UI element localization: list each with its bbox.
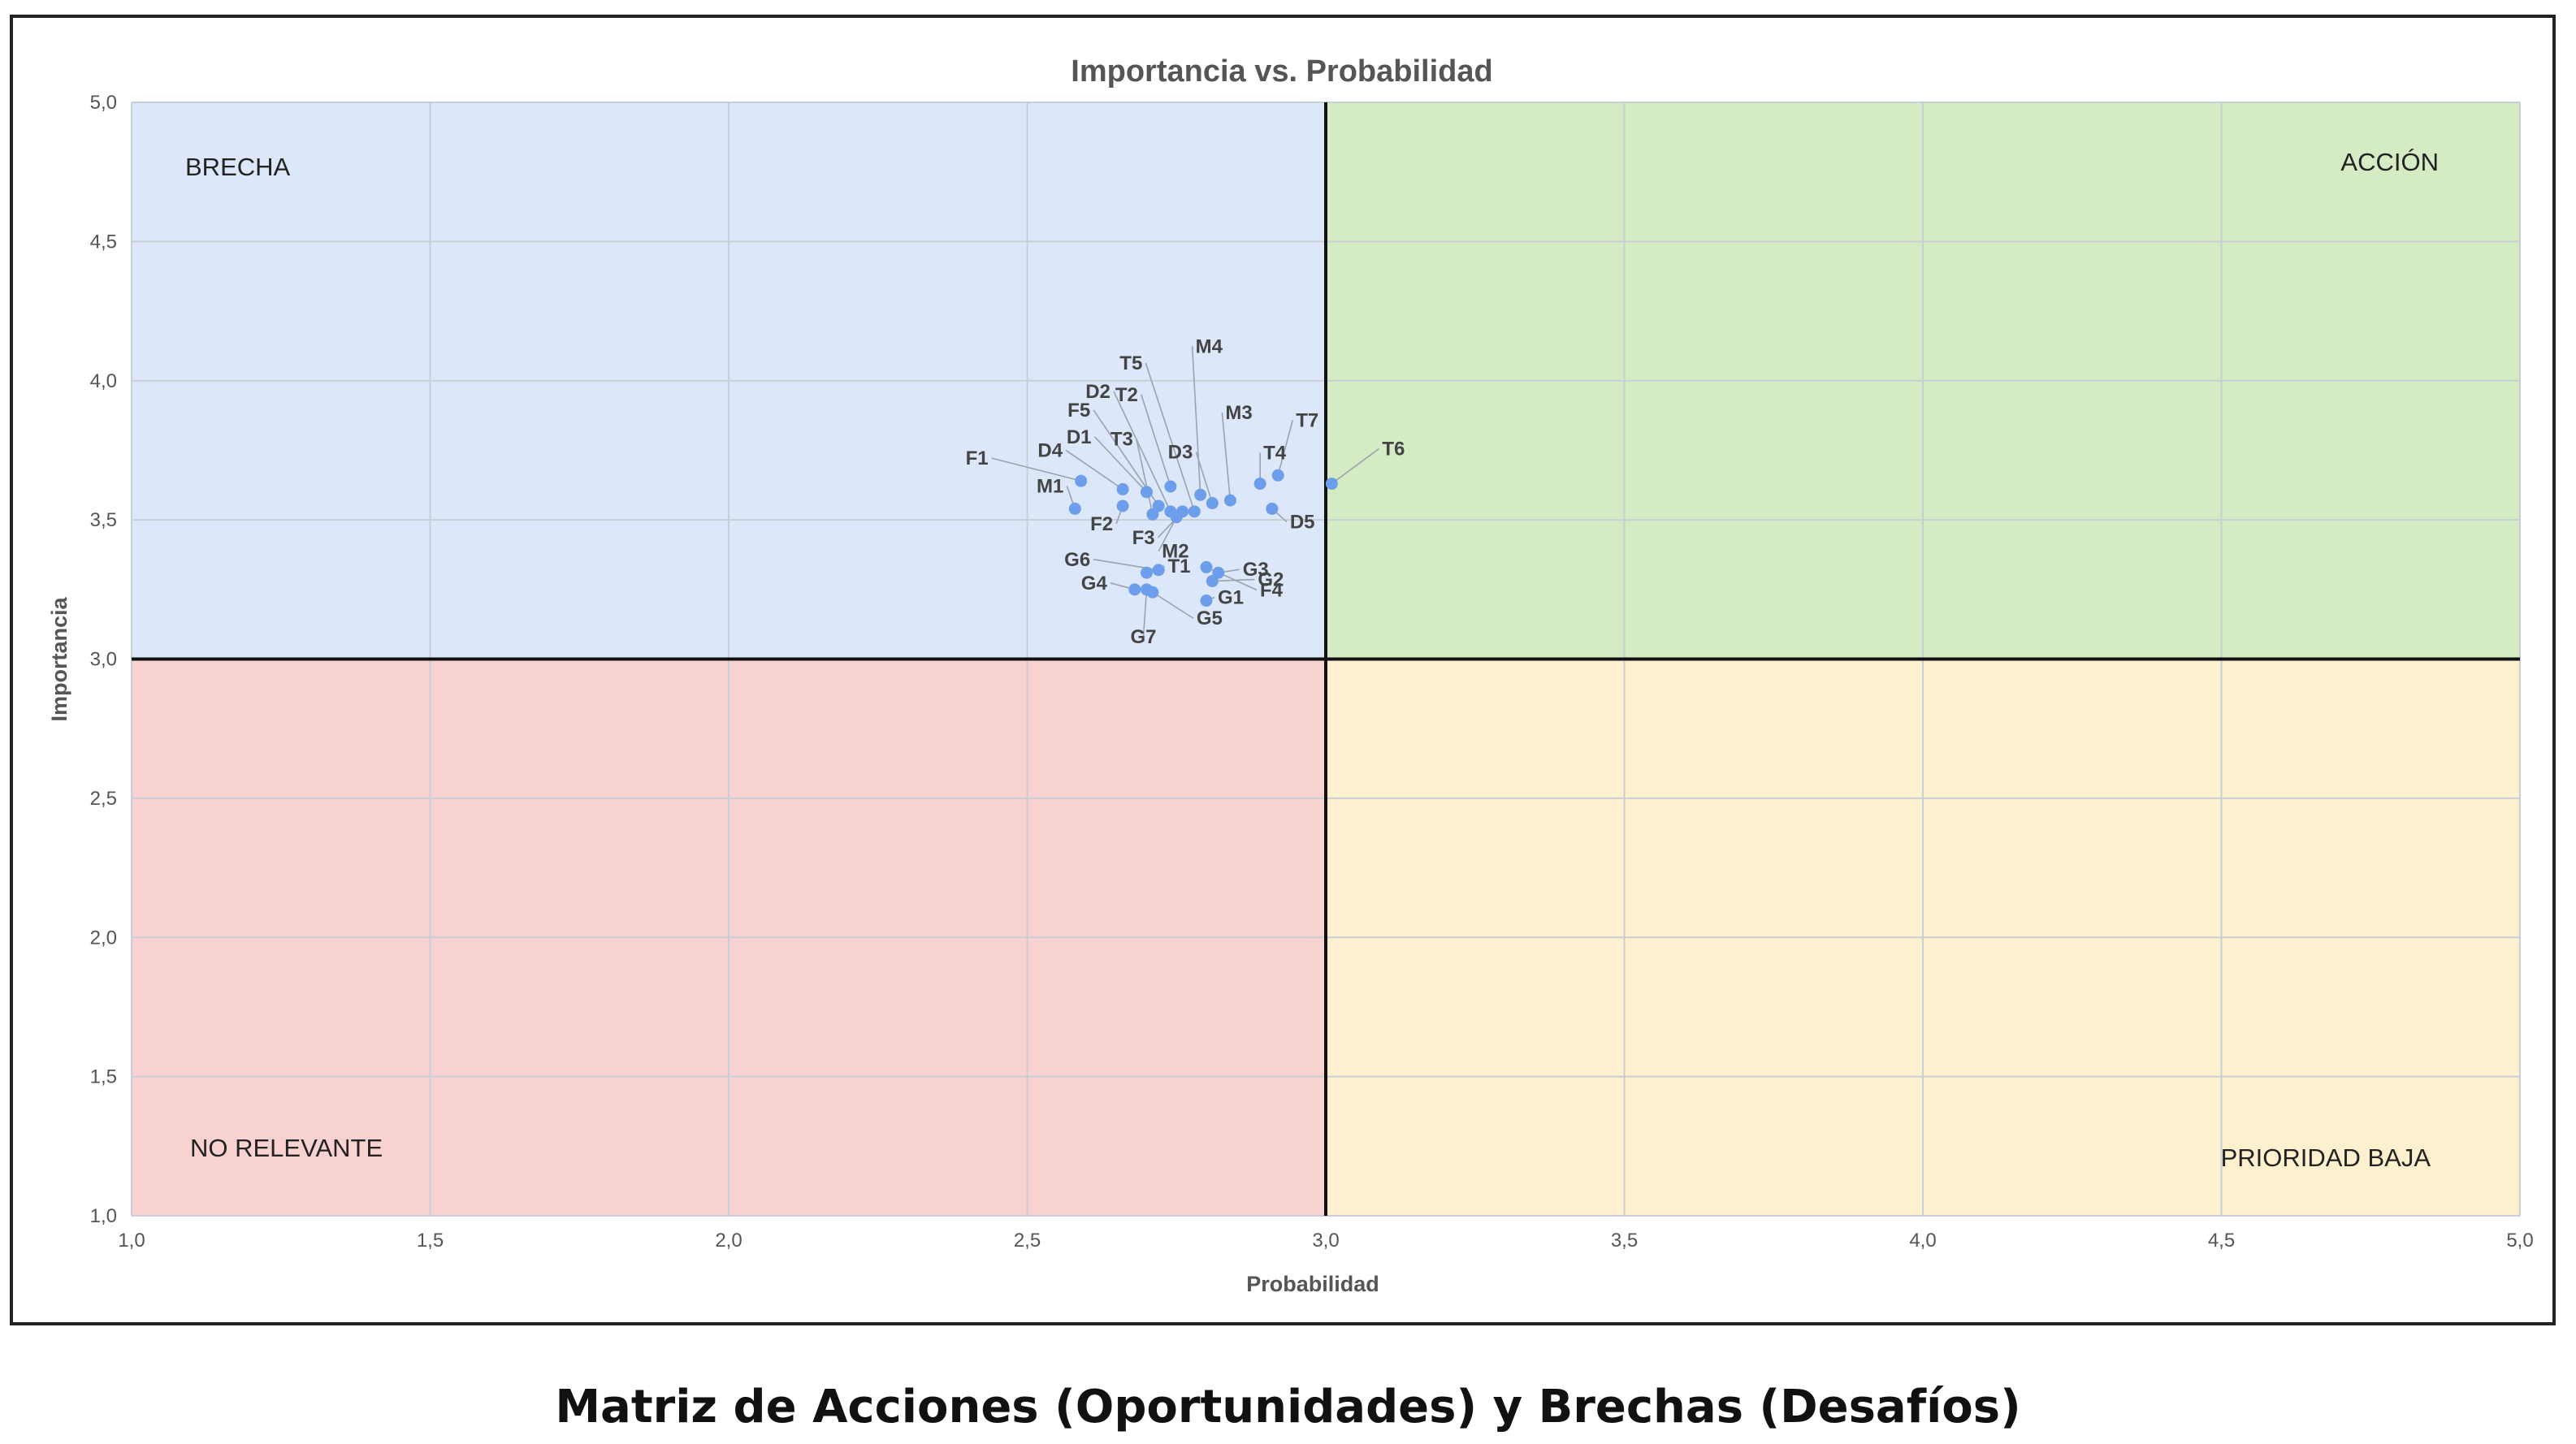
figure-caption: Matriz de Acciones (Oportunidades) y Bre… bbox=[555, 1381, 2021, 1433]
quadrant-label-bottom-left: NO RELEVANTE bbox=[190, 1134, 383, 1162]
data-point-g2[interactable] bbox=[1206, 575, 1219, 588]
data-point-f2[interactable] bbox=[1116, 499, 1129, 512]
quadrant-label-top-right: ACCIÓN bbox=[2340, 148, 2439, 176]
y-tick-label: 1,5 bbox=[90, 1066, 117, 1088]
point-label-t7: T7 bbox=[1296, 409, 1318, 431]
point-label-t4: T4 bbox=[1263, 443, 1287, 465]
data-point-g6[interactable] bbox=[1152, 564, 1165, 577]
data-point-t1[interactable] bbox=[1141, 566, 1153, 579]
data-point-t2[interactable] bbox=[1164, 480, 1177, 493]
quadrant-label-top-left: BRECHA bbox=[185, 153, 291, 181]
leader-line bbox=[1145, 362, 1196, 512]
point-label-d3: D3 bbox=[1168, 442, 1193, 464]
x-tick-label: 2,5 bbox=[1014, 1230, 1041, 1252]
x-tick-label: 3,5 bbox=[1611, 1230, 1638, 1252]
data-point-t3[interactable] bbox=[1146, 508, 1159, 521]
leader-line bbox=[1093, 436, 1148, 493]
y-tick-label: 1,0 bbox=[90, 1205, 117, 1227]
chart-title: Importancia vs. Probabilidad bbox=[1071, 54, 1492, 89]
point-label-d5: D5 bbox=[1290, 511, 1315, 533]
x-tick-label: 1,0 bbox=[118, 1230, 145, 1252]
x-tick-label: 4,5 bbox=[2208, 1230, 2235, 1252]
x-tick-label: 4,0 bbox=[1909, 1230, 1936, 1252]
point-label-m3: M3 bbox=[1225, 402, 1252, 424]
y-tick-label: 2,5 bbox=[90, 788, 117, 810]
chart-frame: 1,0 1,5 2,0 2,5 3,0 3,5 4,0 4,5 5,0 1,0 1,5 2,0 2,5 3… bbox=[10, 15, 2556, 1325]
x-tick-label: 5,0 bbox=[2506, 1230, 2533, 1252]
point-label-m2: M2 bbox=[1162, 541, 1188, 563]
leader-line bbox=[1142, 589, 1148, 637]
point-label-t5: T5 bbox=[1119, 352, 1142, 374]
data-point-g1[interactable] bbox=[1200, 594, 1213, 607]
y-tick-label: 5,0 bbox=[90, 92, 117, 114]
data-point-g5[interactable] bbox=[1146, 586, 1159, 599]
leader-line bbox=[1136, 439, 1154, 515]
data-point-g4[interactable] bbox=[1128, 583, 1141, 596]
point-label-t1: T1 bbox=[1168, 556, 1191, 577]
point-label-d2: D2 bbox=[1085, 381, 1110, 403]
data-point-m1[interactable] bbox=[1068, 502, 1081, 515]
data-point-m3[interactable] bbox=[1223, 494, 1236, 507]
leader-line bbox=[1152, 591, 1194, 619]
point-label-t2: T2 bbox=[1115, 384, 1138, 406]
data-point-d1[interactable] bbox=[1141, 486, 1153, 499]
point-label-f4: F4 bbox=[1260, 579, 1284, 601]
leader-line bbox=[1113, 391, 1171, 512]
data-point-m2[interactable] bbox=[1170, 511, 1183, 524]
data-point-d5[interactable] bbox=[1266, 502, 1279, 515]
data-point-m4[interactable] bbox=[1194, 488, 1207, 501]
point-label-g4: G4 bbox=[1081, 573, 1108, 594]
leader-line bbox=[1191, 346, 1201, 495]
data-point-t4[interactable] bbox=[1253, 478, 1266, 491]
point-label-g5: G5 bbox=[1197, 607, 1223, 629]
leader-line bbox=[1141, 394, 1171, 487]
scatter-chart: 1,0 1,5 2,0 2,5 3,0 3,5 4,0 4,5 5,0 1,0 1,5 2,0 2,5 3… bbox=[47, 54, 2534, 1296]
point-label-d4: D4 bbox=[1037, 439, 1063, 461]
point-label-m1: M1 bbox=[1037, 475, 1063, 497]
point-label-g3: G3 bbox=[1243, 559, 1269, 581]
point-label-g1: G1 bbox=[1218, 587, 1244, 609]
x-tick-label: 1,5 bbox=[417, 1230, 444, 1252]
leader-line bbox=[1221, 413, 1232, 501]
point-label-g7: G7 bbox=[1130, 626, 1156, 648]
y-tick-label: 3,0 bbox=[90, 649, 117, 671]
y-tick-label: 4,5 bbox=[90, 231, 117, 253]
point-label-f2: F2 bbox=[1090, 513, 1113, 535]
data-point-t6[interactable] bbox=[1325, 478, 1338, 491]
data-point-f1[interactable] bbox=[1075, 474, 1088, 487]
point-label-m4: M4 bbox=[1196, 335, 1223, 357]
data-point-d4[interactable] bbox=[1116, 482, 1129, 495]
leader-line bbox=[1195, 452, 1214, 504]
quadrant-label-bottom-right: PRIORIDAD BAJA bbox=[2221, 1144, 2431, 1172]
x-axis-label: Probabilidad bbox=[1246, 1272, 1379, 1296]
leader-line bbox=[1212, 578, 1255, 582]
x-tick-label: 2,0 bbox=[715, 1230, 742, 1252]
y-tick-label: 3,5 bbox=[90, 509, 117, 531]
point-label-t6: T6 bbox=[1382, 439, 1405, 460]
leader-line bbox=[1065, 449, 1123, 491]
x-tick-label: 3,0 bbox=[1312, 1230, 1339, 1252]
leader-line bbox=[1331, 447, 1379, 485]
data-point-f4[interactable] bbox=[1200, 560, 1213, 573]
y-tick-label: 2,0 bbox=[90, 927, 117, 949]
point-label-g6: G6 bbox=[1064, 549, 1090, 571]
point-label-f5: F5 bbox=[1067, 400, 1090, 422]
y-axis-label: Importancia bbox=[47, 597, 71, 722]
point-label-t3: T3 bbox=[1110, 428, 1133, 450]
point-label-g2: G2 bbox=[1258, 569, 1284, 591]
leader-line bbox=[1158, 517, 1177, 552]
data-point-d3[interactable] bbox=[1206, 497, 1219, 510]
leader-line bbox=[1277, 420, 1293, 476]
leader-line bbox=[991, 457, 1081, 482]
y-tick-label: 4,0 bbox=[90, 370, 117, 392]
point-label-f3: F3 bbox=[1132, 527, 1155, 549]
data-point-t5[interactable] bbox=[1188, 505, 1201, 518]
data-point-t7[interactable] bbox=[1271, 469, 1284, 482]
point-label-f1: F1 bbox=[966, 447, 989, 469]
point-label-d1: D1 bbox=[1067, 426, 1092, 448]
